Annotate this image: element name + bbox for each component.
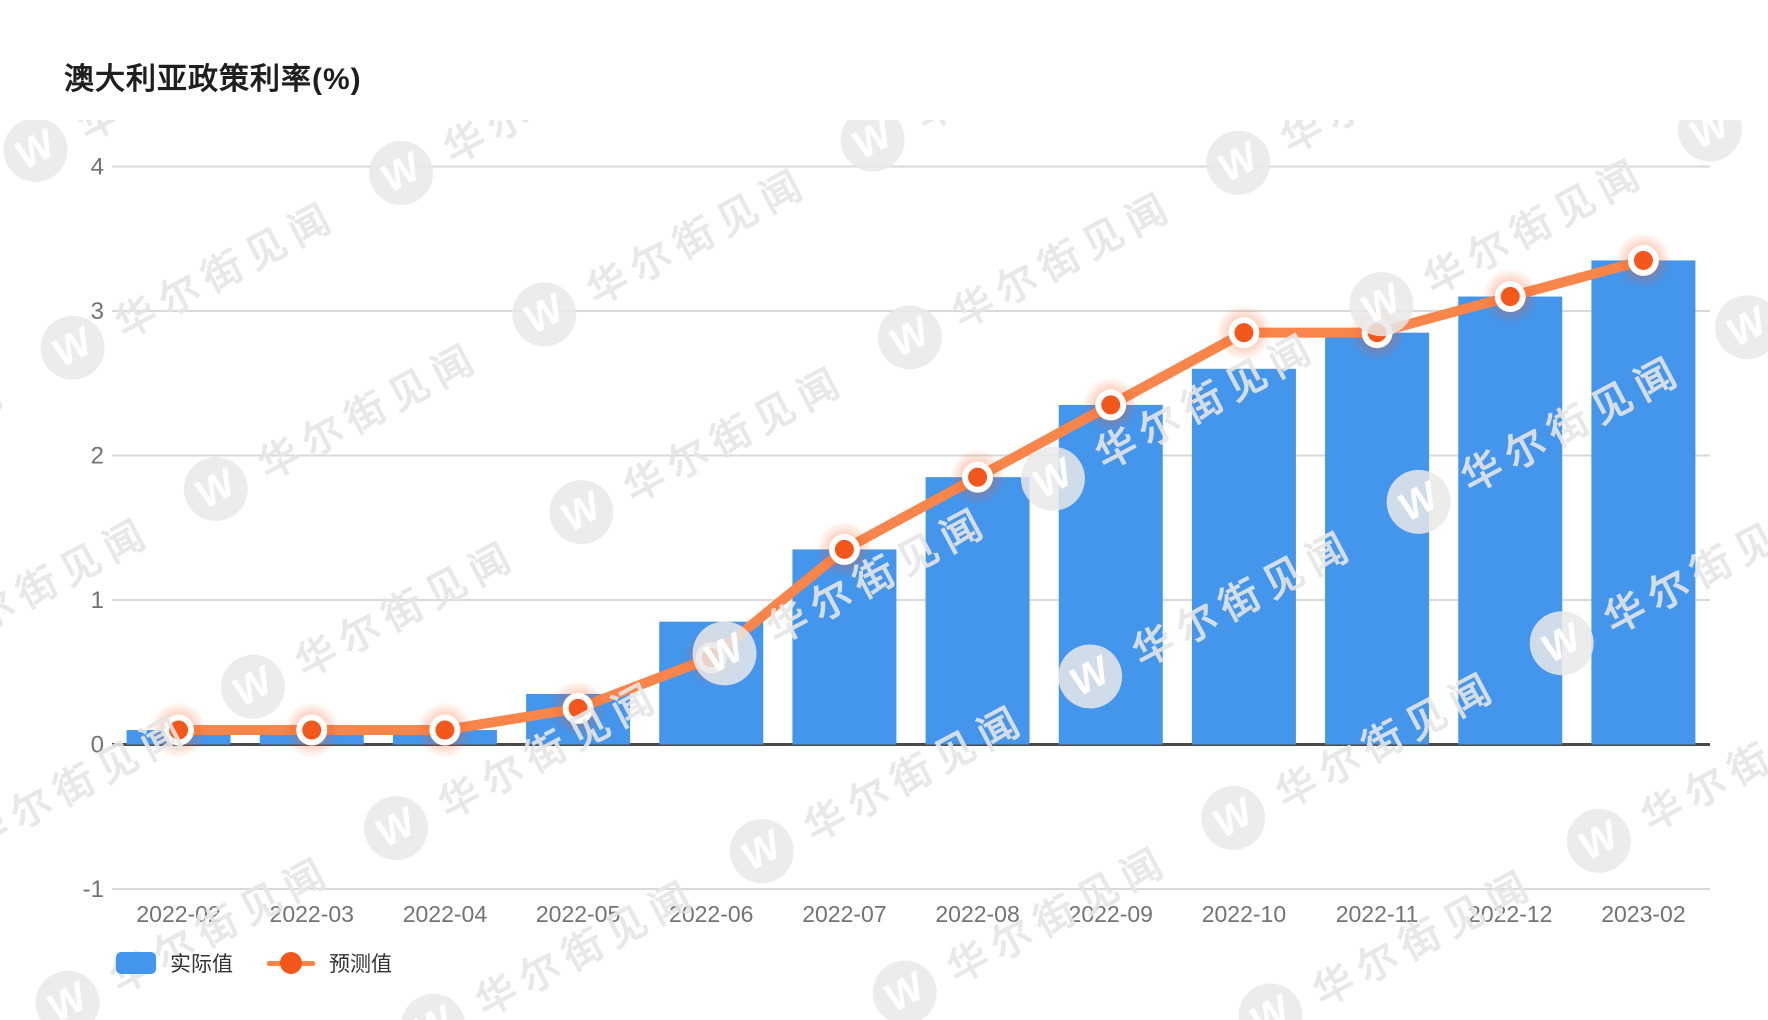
x-tick-2022-12: 2022-12 bbox=[1468, 901, 1552, 927]
legend-item-forecast[interactable]: 预测值 bbox=[267, 948, 392, 978]
forecast-point-2022-07[interactable] bbox=[834, 539, 854, 559]
forecast-point-2022-10[interactable] bbox=[1234, 323, 1254, 343]
forecast-point-2022-08[interactable] bbox=[968, 467, 988, 487]
x-tick-2022-10: 2022-10 bbox=[1202, 901, 1286, 927]
x-tick-2022-02: 2022-02 bbox=[136, 901, 220, 927]
y-tick-2: 2 bbox=[91, 443, 104, 470]
y-tick-4: 4 bbox=[91, 154, 104, 181]
chart-title: 澳大利亚政策利率(%) bbox=[64, 63, 362, 96]
forecast-point-2022-11[interactable] bbox=[1367, 323, 1387, 343]
x-tick-2022-04: 2022-04 bbox=[403, 901, 488, 927]
y-tick--1: -1 bbox=[83, 876, 104, 903]
x-tick-2022-09: 2022-09 bbox=[1069, 901, 1153, 927]
forecast-point-2022-03[interactable] bbox=[302, 720, 322, 740]
y-tick-3: 3 bbox=[91, 298, 104, 325]
bar-2022-11[interactable] bbox=[1325, 332, 1430, 745]
x-tick-2022-06: 2022-06 bbox=[669, 901, 753, 927]
legend: 实际值 预测值 bbox=[116, 946, 392, 980]
legend-dot-icon bbox=[280, 952, 302, 974]
bar-2022-09[interactable] bbox=[1058, 404, 1163, 745]
x-tick-2022-07: 2022-07 bbox=[802, 901, 886, 927]
forecast-point-2023-02[interactable] bbox=[1633, 250, 1653, 270]
legend-item-actual[interactable]: 实际值 bbox=[116, 948, 233, 978]
forecast-point-2022-06[interactable] bbox=[701, 648, 721, 668]
y-tick-0: 0 bbox=[91, 732, 104, 759]
bar-2022-08[interactable] bbox=[925, 477, 1030, 745]
x-tick-2022-05: 2022-05 bbox=[536, 901, 620, 927]
x-tick-2023-02: 2023-02 bbox=[1601, 901, 1685, 927]
bar-2022-12[interactable] bbox=[1458, 296, 1563, 745]
forecast-point-2022-09[interactable] bbox=[1101, 395, 1121, 415]
legend-label-actual: 实际值 bbox=[170, 953, 233, 976]
x-tick-2022-03: 2022-03 bbox=[270, 901, 354, 927]
bar-2023-02[interactable] bbox=[1591, 260, 1696, 745]
forecast-point-2022-02[interactable] bbox=[169, 720, 189, 740]
bar-series-swatch-icon bbox=[116, 952, 156, 974]
y-tick-1: 1 bbox=[91, 587, 104, 614]
legend-label-forecast: 预测值 bbox=[329, 953, 392, 976]
forecast-point-2022-04[interactable] bbox=[435, 720, 455, 740]
line-series-marker-icon bbox=[267, 951, 315, 975]
bar-2022-10[interactable] bbox=[1191, 368, 1296, 745]
x-tick-2022-08: 2022-08 bbox=[935, 901, 1019, 927]
forecast-point-2022-05[interactable] bbox=[568, 698, 588, 718]
x-tick-2022-11: 2022-11 bbox=[1336, 901, 1419, 927]
forecast-point-2022-12[interactable] bbox=[1500, 287, 1520, 307]
